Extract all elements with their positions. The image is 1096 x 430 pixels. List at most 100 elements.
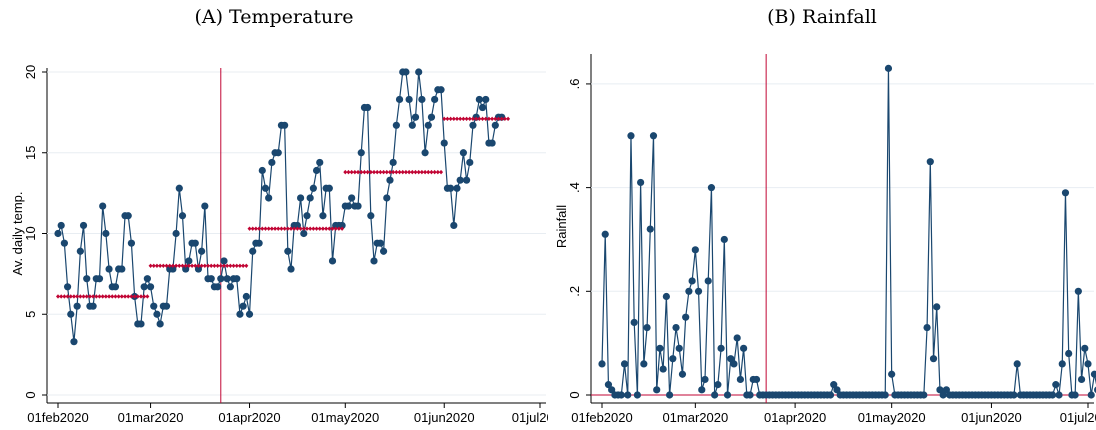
data-point: [249, 247, 257, 255]
data-point: [730, 360, 738, 368]
data-point: [608, 386, 616, 394]
monthly-mean-point: [221, 263, 226, 268]
y-tick-label: 0: [23, 391, 38, 398]
monthly-mean-point: [346, 169, 351, 175]
data-point: [659, 365, 667, 373]
monthly-mean-point: [154, 263, 159, 268]
data-point: [1061, 189, 1070, 197]
monthly-mean-point: [477, 116, 482, 122]
data-point: [370, 257, 378, 265]
monthly-mean-point: [241, 263, 246, 268]
data-point: [881, 391, 889, 399]
monthly-mean-point: [94, 294, 99, 299]
monthly-mean-point: [356, 169, 361, 175]
x-tick-label: 01jul2020: [1060, 410, 1096, 425]
monthly-mean-point: [167, 263, 172, 268]
data-point: [261, 184, 270, 192]
data-point: [1071, 391, 1079, 399]
data-point: [427, 113, 436, 121]
data-point: [421, 149, 429, 157]
data-point: [146, 283, 155, 291]
data-point: [242, 292, 250, 301]
monthly-mean-point: [62, 294, 67, 299]
monthly-mean-point: [129, 294, 134, 299]
x-tick-label: 01jun2020: [961, 410, 1022, 425]
monthly-mean-point: [65, 294, 70, 299]
x-tick-label: 01feb2020: [571, 410, 632, 425]
monthly-mean-point: [196, 263, 201, 268]
monthly-mean-point: [340, 226, 345, 231]
data-point: [833, 386, 841, 394]
monthly-mean-point: [423, 169, 428, 175]
data-point: [287, 265, 295, 273]
data-point: [691, 246, 699, 254]
data-point: [268, 158, 276, 167]
monthly-mean-point: [174, 263, 179, 268]
monthly-mean-point: [247, 226, 252, 231]
monthly-mean-point: [237, 263, 242, 268]
data-point: [1087, 391, 1095, 399]
monthly-mean-point: [439, 169, 444, 175]
monthly-mean-point: [218, 263, 223, 268]
monthly-mean-point: [467, 116, 472, 122]
data-point: [640, 360, 648, 368]
monthly-mean-point: [71, 294, 76, 299]
monthly-mean-point: [260, 226, 265, 231]
data-point: [604, 381, 613, 389]
data-point: [415, 68, 423, 76]
y-axis-title: Rainfall: [554, 205, 569, 248]
data-point: [328, 257, 337, 265]
data-point: [367, 212, 375, 220]
monthly-mean-point: [97, 294, 102, 299]
monthly-mean-point: [190, 263, 195, 268]
data-point: [402, 68, 410, 76]
monthly-mean-point: [391, 169, 396, 175]
monthly-mean-point: [199, 263, 204, 268]
monthly-mean-point: [336, 226, 341, 231]
y-tick-label: .2: [567, 286, 582, 297]
monthly-mean-point: [330, 226, 335, 231]
monthly-mean-point: [445, 116, 450, 122]
monthly-mean-point: [324, 226, 329, 231]
data-point: [1090, 370, 1096, 378]
monthly-mean-point: [483, 116, 488, 122]
data-point: [646, 225, 654, 233]
data-point: [95, 275, 104, 283]
monthly-mean-point: [215, 263, 220, 268]
data-point: [220, 257, 228, 265]
x-tick-label: 01may2020: [858, 410, 926, 425]
data-point: [736, 375, 744, 384]
y-tick-label: 0: [567, 391, 582, 398]
data-point: [303, 212, 311, 220]
monthly-mean-point: [103, 294, 108, 299]
temperature-chart: 0 5 10 15 20 01feb2020 01mar2020 01apr2020 01may…: [10, 65, 548, 425]
y-tick-label: 20: [23, 65, 38, 79]
monthly-mean-point: [496, 116, 501, 122]
monthly-mean-point: [161, 263, 166, 268]
monthly-mean-point: [145, 294, 150, 299]
data-point: [488, 139, 496, 147]
monthly-mean-point: [273, 226, 278, 231]
monthly-mean-point: [183, 263, 188, 268]
monthly-mean-point: [279, 226, 284, 231]
monthly-mean-point: [138, 294, 143, 299]
data-point: [245, 310, 254, 318]
monthly-mean-point: [470, 116, 475, 122]
data-point: [920, 391, 928, 399]
data-point: [694, 287, 703, 295]
data-point: [57, 221, 65, 230]
monthly-mean-point: [123, 294, 128, 299]
rainfall-chart: 0 .2 .4 .6 01feb2020 01mar2020 01apr2020 01may2…: [554, 54, 1096, 425]
monthly-mean-point: [234, 263, 239, 268]
data-point: [720, 235, 728, 244]
monthly-mean-point: [135, 294, 140, 299]
monthly-mean-point: [448, 116, 453, 122]
monthly-mean-point: [119, 294, 124, 299]
data-point: [274, 149, 282, 157]
monthly-mean-point: [231, 263, 236, 268]
data-point: [437, 86, 445, 94]
data-point: [620, 360, 629, 368]
data-point: [1048, 391, 1057, 399]
data-point: [89, 302, 97, 310]
data-point: [478, 103, 487, 112]
